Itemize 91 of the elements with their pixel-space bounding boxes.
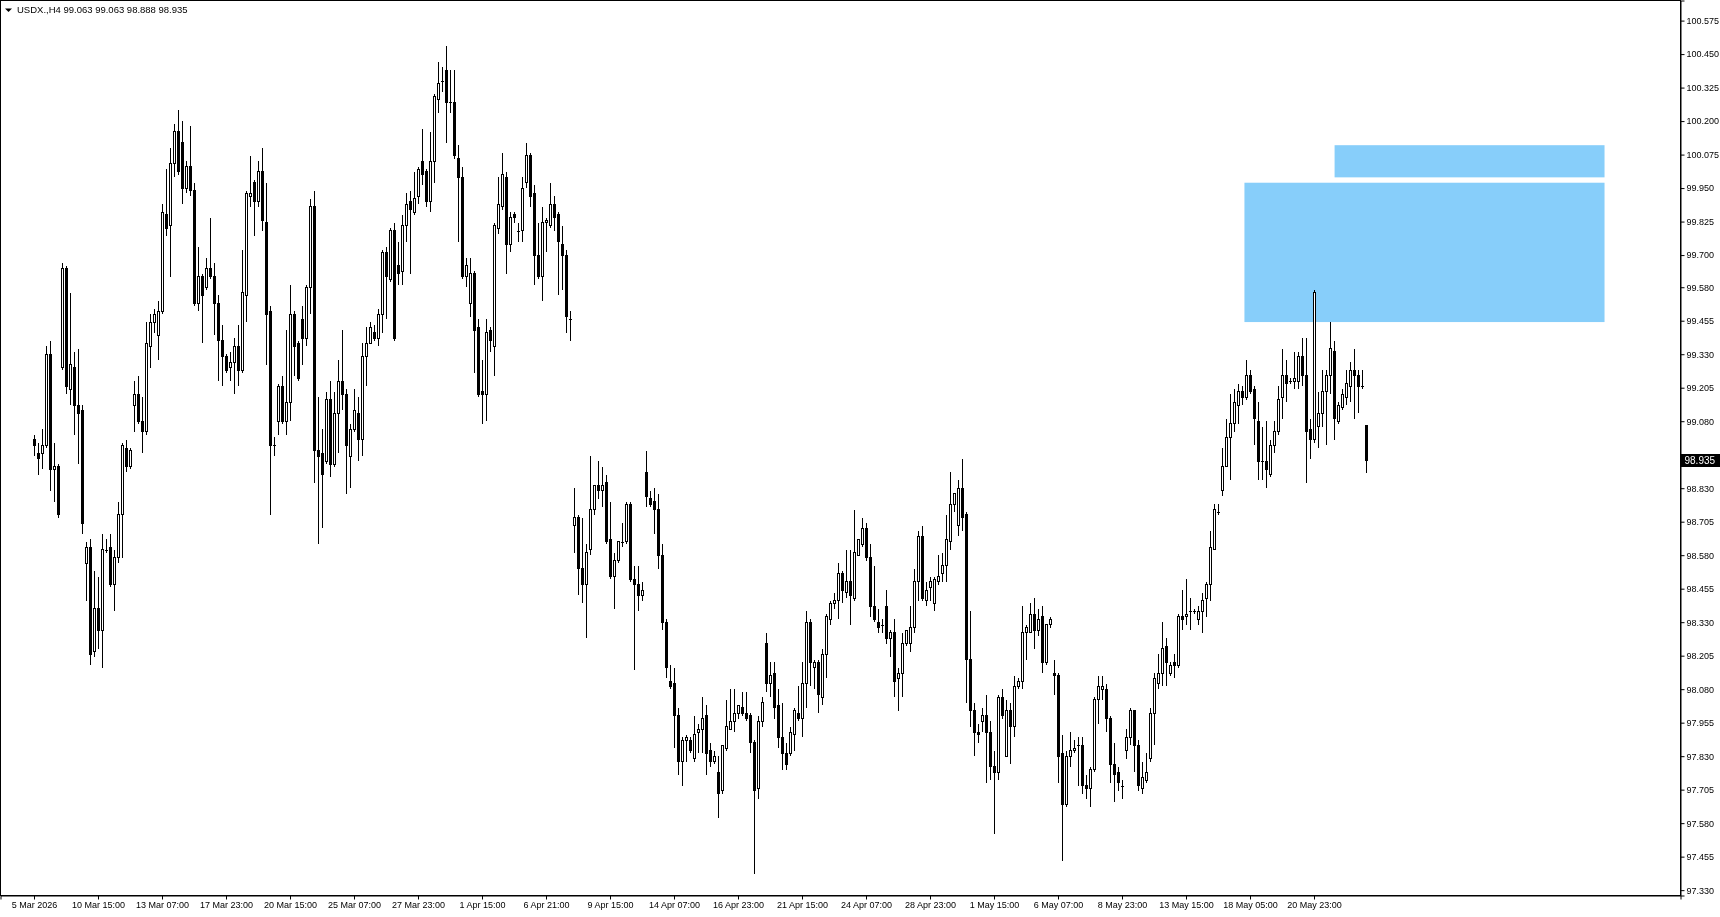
candlestick [1021,605,1024,690]
candlestick [541,206,544,302]
candlestick [921,525,924,602]
x-tick-label: 10 Mar 15:00 [71,899,126,910]
candlestick [733,688,736,733]
candlestick [89,538,92,666]
y-tick-label: 97.830 [1686,751,1715,762]
candlestick [1265,420,1268,489]
y-tick-label: 99.950 [1686,183,1715,194]
candlestick [329,380,332,478]
x-tick-label: 8 May 23:00 [1097,899,1148,910]
y-tick-label: 97.455 [1686,852,1715,863]
candlestick [485,318,488,422]
candlestick [101,533,104,669]
candlestick [589,455,592,556]
candlestick [261,147,264,232]
x-tick-label: 17 Mar 23:00 [199,899,254,910]
candlestick [1353,348,1356,420]
candlestick [445,45,448,144]
candlestick [693,715,696,763]
x-tick-label: 28 Apr 23:00 [904,899,957,910]
candlestick [1201,592,1204,634]
candlestick [1188,597,1193,631]
x-tick-label: 16 Apr 23:00 [712,899,765,910]
x-tick-label: 5 Mar 2026 [11,899,58,910]
x-tick-label: 9 Apr 15:00 [587,899,634,910]
x-tick-label: 27 Mar 23:00 [391,899,446,910]
y-tick-label: 97.330 [1686,885,1715,896]
y-tick-label: 99.580 [1686,282,1715,293]
candlestick [741,691,744,717]
x-tick-label: 6 Apr 21:00 [523,899,570,910]
x-tick-label: 25 Mar 07:00 [327,899,382,910]
y-tick-label: 98.580 [1686,550,1715,561]
y-tick-label: 97.705 [1686,785,1715,796]
candlestick [33,434,36,457]
y-tick-label: 99.825 [1686,216,1715,227]
candlestick [1305,337,1308,484]
y-tick-label: 99.205 [1686,383,1715,394]
chart-title: USDX.,H4 99.063 99.063 98.888 98.935 [17,4,188,16]
x-tick-label: 1 May 15:00 [969,899,1020,910]
candlestick [521,176,524,243]
y-tick-label: 100.075 [1686,149,1720,160]
x-tick-label: 18 May 05:00 [1223,899,1278,910]
candlestick [837,562,840,620]
y-tick-label: 100.575 [1686,15,1720,26]
y-tick-label: 98.705 [1686,517,1715,528]
x-tick-label: 6 May 07:00 [1033,899,1084,910]
y-tick-label: 98.830 [1686,483,1715,494]
x-tick-label: 20 Mar 15:00 [263,899,318,910]
x-tick-label: 24 Apr 07:00 [840,899,893,910]
y-tick-label: 99.080 [1686,416,1715,427]
y-tick-label: 99.700 [1686,250,1715,261]
annotation: 98.935 [1684,455,1716,466]
y-tick-label: 100.450 [1686,49,1720,60]
candlestick [1185,578,1188,626]
y-tick-label: 100.325 [1686,82,1720,93]
y-tick-label: 98.205 [1686,651,1715,662]
candlestick [1229,393,1232,481]
y-tick-label: 98.330 [1686,617,1715,628]
candlestick [1257,401,1260,481]
candlestick [765,632,768,693]
candlestick [393,222,396,342]
x-tick-label: 20 May 23:00 [1287,899,1342,910]
candlestick [133,380,136,433]
x-tick-label: 13 Mar 07:00 [135,899,190,910]
candlestick [1161,621,1164,687]
candlestick [1033,597,1036,650]
x-tick-label: 13 May 15:00 [1159,899,1214,910]
candlestick [985,694,988,784]
y-tick-label: 99.455 [1686,316,1715,327]
candlestick [568,310,573,342]
y-tick-label: 100.200 [1686,116,1720,127]
x-tick-label: 21 Apr 15:00 [776,899,829,910]
y-tick-label: 97.580 [1686,818,1715,829]
candlestick [1365,425,1368,474]
y-tick-label: 97.955 [1686,718,1715,729]
candlestick [1081,736,1084,795]
candlestick [1245,359,1248,401]
y-tick-label: 99.330 [1686,349,1715,360]
x-tick-label: 1 Apr 15:00 [459,899,506,910]
candlestick [1120,779,1125,800]
candlestick [1281,348,1284,420]
candlestick [121,442,124,559]
candlestick [1293,351,1296,390]
x-tick-label: 14 Apr 07:00 [648,899,701,910]
y-tick-label: 98.080 [1686,684,1715,695]
candlestick [877,608,880,634]
candlestick [645,450,648,508]
y-tick-label: 98.455 [1686,584,1715,595]
candlestick [453,69,456,160]
candlestick [1041,605,1044,674]
